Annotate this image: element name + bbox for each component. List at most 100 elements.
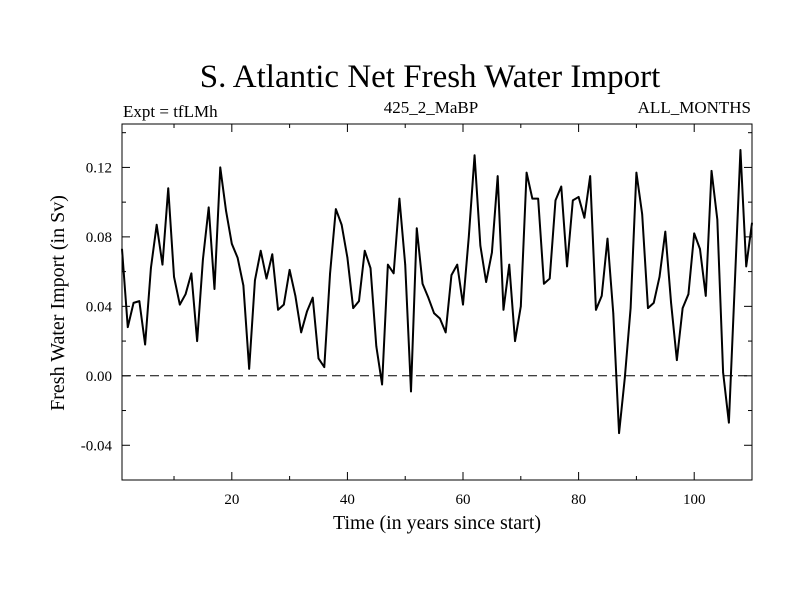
data-point: [381, 383, 383, 386]
data-point: [265, 277, 268, 280]
data-point: [126, 326, 129, 328]
data-point: [577, 196, 580, 198]
data-point: [358, 300, 360, 302]
data-point: [479, 244, 482, 247]
data-point: [323, 366, 326, 368]
x-tick-label: 20: [224, 492, 239, 508]
x-tick-label: 40: [340, 492, 355, 508]
y-tick-label: 0.08: [86, 230, 112, 246]
data-point: [283, 303, 285, 306]
data-point: [502, 309, 505, 311]
data-point: [739, 149, 742, 151]
data-point: [202, 258, 204, 261]
data-point: [207, 206, 210, 209]
plot-frame: [121, 123, 753, 481]
data-point: [346, 256, 349, 259]
data-point: [259, 249, 262, 252]
data-point: [132, 302, 135, 304]
data-point: [363, 249, 366, 252]
data-point: [716, 218, 719, 221]
data-point: [340, 223, 343, 226]
data-point: [219, 166, 222, 169]
data-point: [242, 284, 245, 287]
data-point: [572, 199, 574, 202]
data-point: [704, 295, 707, 297]
data-point: [178, 303, 181, 306]
data-point: [190, 272, 193, 275]
data-point: [375, 345, 378, 348]
data-point: [196, 340, 198, 342]
x-tick-label: 60: [456, 492, 471, 508]
data-point: [415, 227, 418, 229]
data-point: [294, 295, 297, 297]
data-point: [427, 296, 430, 299]
y-axis-label: Fresh Water Import (in Sv): [47, 195, 69, 411]
data-point: [410, 390, 412, 393]
months-label: ALL_MONTHS: [638, 98, 751, 117]
data-point: [173, 276, 175, 278]
data-point: [155, 223, 158, 226]
data-point: [213, 288, 216, 290]
y-tick-label: 0.00: [86, 369, 112, 385]
series-line: [121, 149, 753, 435]
data-point: [583, 216, 586, 219]
data-point: [543, 282, 545, 285]
data-point: [462, 303, 464, 306]
data-point: [589, 175, 591, 177]
data-point: [236, 256, 239, 259]
data-point: [600, 295, 603, 297]
run-label: 425_2_MaBP: [384, 98, 478, 117]
data-point: [248, 368, 250, 370]
data-point: [681, 307, 684, 309]
data-point: [404, 263, 407, 266]
data-point: [277, 309, 279, 311]
data-point: [456, 263, 459, 266]
data-points: [121, 149, 753, 434]
data-point: [150, 267, 152, 269]
data-point: [369, 267, 372, 269]
y-tick-label: 0.04: [86, 299, 113, 315]
data-point: [624, 376, 626, 379]
data-point: [138, 300, 141, 302]
y-tick-label: 0.12: [86, 160, 112, 176]
data-point: [352, 307, 354, 309]
y-tick-label: -0.04: [81, 438, 113, 454]
data-point: [387, 263, 389, 266]
data-point: [733, 286, 736, 289]
data-point: [531, 197, 534, 200]
data-point: [710, 170, 713, 172]
data-point: [254, 279, 256, 282]
data-point: [508, 263, 511, 266]
data-point: [647, 307, 649, 309]
experiment-label: Expt = tfLMh: [123, 102, 218, 121]
data-point: [288, 269, 291, 271]
data-point: [496, 175, 499, 177]
data-point: [664, 230, 667, 233]
data-point: [629, 307, 632, 309]
data-point: [439, 317, 441, 320]
data-point: [658, 276, 661, 278]
data-point: [392, 272, 395, 275]
data-point: [728, 421, 730, 424]
data-point: [537, 197, 539, 200]
data-point: [525, 171, 528, 174]
data-point: [560, 185, 563, 188]
data-point: [554, 199, 557, 202]
x-axis-label: Time (in years since start): [333, 512, 541, 534]
x-axis: 20 40 60 80 100: [173, 124, 753, 508]
data-point: [687, 293, 690, 295]
x-tick-label: 80: [571, 492, 586, 508]
data-point: [566, 265, 568, 268]
data-point: [548, 277, 551, 280]
data-point: [421, 282, 424, 285]
chart-title: S. Atlantic Net Fresh Water Import: [200, 59, 661, 95]
data-point: [184, 293, 187, 295]
data-point: [398, 197, 401, 200]
data-point: [670, 302, 672, 304]
data-point: [652, 302, 655, 304]
data-point: [676, 359, 678, 361]
data-point: [491, 251, 493, 254]
data-point: [161, 263, 164, 266]
data-point: [641, 213, 643, 216]
